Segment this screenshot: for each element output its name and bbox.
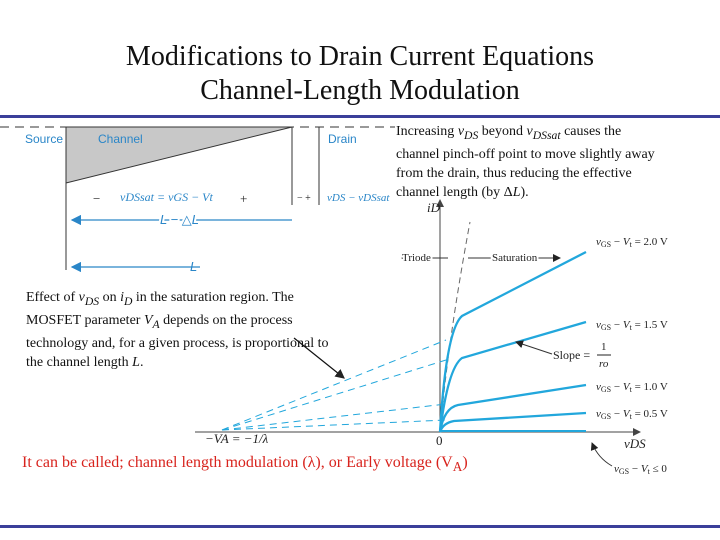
- early-extrapolation-lines: [221, 339, 447, 431]
- vds-excess-signs: − +: [297, 193, 311, 204]
- channel-figure: Source Channel Drain − vDSsat = vGS − Vt…: [0, 126, 395, 274]
- curve-2v: [438, 250, 587, 433]
- extrapolation-line: [221, 419, 447, 431]
- source-label: Source: [25, 132, 63, 146]
- slope-label: Slope =: [553, 348, 590, 362]
- slope-denominator: ro: [599, 358, 609, 370]
- full-length-label: L: [190, 259, 197, 274]
- label-curve-2v: vGS − Vt = 2.0 V: [596, 236, 668, 249]
- extrapolation-line: [221, 403, 447, 431]
- extrapolation-line: [221, 339, 447, 431]
- curve-0-5v: [438, 411, 587, 433]
- effective-length-label: L − △L: [160, 212, 199, 227]
- label-curve-1v: vGS − Vt = 1.0 V: [596, 381, 668, 394]
- label-curve-0-5v: vGS − Vt = 0.5 V: [596, 408, 668, 421]
- vdssat-equation: vDSsat = vGS − Vt: [120, 190, 214, 204]
- early-effect-note: Effect of vDS on iD in the saturation re…: [26, 290, 329, 370]
- triode-label: Triode: [402, 252, 431, 264]
- vds-excess-label: vDS − vDSsat: [327, 192, 390, 204]
- title-rule: [0, 115, 720, 118]
- label-curve-1-5v: vGS − Vt = 1.5 V: [596, 319, 668, 332]
- curve-1-5v: [438, 320, 587, 433]
- id-vds-graph: iD vDS 0 −VA = −1/λ Triode Saturation vG…: [195, 199, 668, 476]
- footer-text: It can be called; channel length modulat…: [22, 454, 468, 475]
- saturation-label: Saturation: [492, 252, 538, 264]
- note-pointer-arrow: [293, 337, 345, 379]
- id-curves: [438, 250, 587, 433]
- title-line-1: Modifications to Drain Current Equations: [125, 41, 595, 72]
- label-curve-cutoff: vGS − Vt ≤ 0: [614, 463, 667, 476]
- slope-numerator: 1: [601, 341, 607, 353]
- vdssat-plus: +: [240, 191, 247, 206]
- slide-title: Modifications to Drain Current Equations…: [0, 40, 720, 108]
- curve-1v: [438, 383, 587, 433]
- intercept-label: −VA = −1/λ: [205, 431, 269, 446]
- vdssat-minus: −: [93, 191, 100, 206]
- pinch-off-note: Increasing vDS beyond vDSsat causes the …: [396, 124, 655, 200]
- extrapolation-line: [221, 359, 447, 431]
- y-axis-label: iD: [427, 200, 441, 215]
- channel-label: Channel: [98, 132, 143, 146]
- slope-pointer-arrow: [515, 340, 553, 355]
- x-axis-label: vDS: [624, 436, 646, 451]
- title-line-2: Channel-Length Modulation: [200, 75, 520, 106]
- drain-label: Drain: [328, 132, 357, 146]
- origin-label: 0: [436, 433, 443, 448]
- cutoff-pointer-arrow: [590, 442, 613, 467]
- bottom-rule: [0, 525, 720, 528]
